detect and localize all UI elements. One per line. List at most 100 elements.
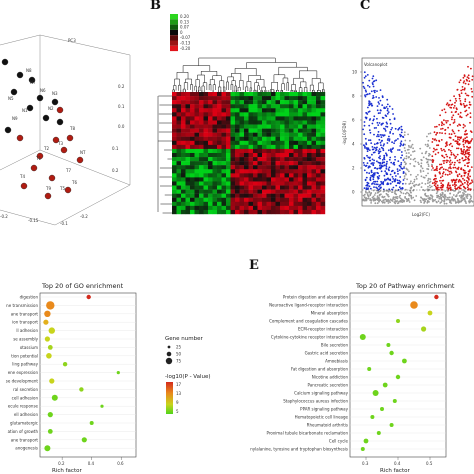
heatmap-cell: [293, 157, 299, 162]
volcano-point: [388, 169, 390, 172]
volcano-point: [405, 188, 407, 191]
heatmap-cell: [316, 165, 321, 170]
heatmap-cell: [298, 96, 303, 101]
volcano-point: [456, 167, 459, 170]
heatmap-cell: [217, 169, 222, 174]
volcano-point: [467, 170, 470, 173]
volcano-point: [391, 200, 394, 202]
volcano-point: [397, 160, 400, 162]
heatmap-cell: [208, 185, 213, 190]
heatmap-cell: [320, 173, 326, 178]
volcano-point: [467, 188, 469, 191]
volcano-point: [379, 164, 381, 167]
volcano-point: [427, 154, 430, 157]
heatmap-cell: [316, 140, 321, 146]
volcano-point: [366, 171, 368, 174]
heatmap-cell: [176, 148, 182, 154]
pca-tick-label: -0.1: [60, 221, 68, 226]
heatmap-cell: [199, 185, 204, 190]
volcano-point: [396, 195, 398, 198]
volcano-point: [463, 174, 466, 177]
volcano-point: [397, 173, 399, 175]
heatmap-cell: [293, 169, 299, 174]
heatmap-cell: [284, 153, 290, 158]
volcano-point: [451, 196, 454, 199]
heatmap-cell: [239, 96, 245, 101]
heatmap-cell: [266, 96, 272, 101]
volcano-point: [387, 195, 390, 198]
volcano-point: [362, 162, 365, 164]
heatmap-cell: [302, 161, 308, 166]
volcano-point: [441, 199, 443, 202]
heatmap-cell: [244, 205, 249, 211]
volcano-xlabel: Log2(FC): [412, 212, 430, 217]
heatmap-cell: [199, 124, 204, 129]
heatmap-cell: [208, 169, 213, 174]
volcano-point: [402, 182, 404, 185]
pca-point: [36, 94, 44, 102]
pathway-point: [370, 415, 375, 419]
volcano-point: [402, 171, 405, 174]
volcano-point: [423, 202, 425, 204]
volcano-point: [378, 200, 380, 203]
go-term-label: ecule response: [8, 404, 39, 409]
heatmap-cell: [208, 173, 213, 178]
volcano-point: [410, 197, 413, 200]
volcano-point: [419, 171, 422, 173]
volcano-point: [376, 142, 379, 145]
volcano-point: [459, 180, 462, 182]
volcano-point: [433, 147, 435, 150]
heatmap-cell: [239, 116, 245, 121]
pathway-point: [363, 438, 369, 444]
volcano-point: [370, 174, 373, 177]
heatmap-cell: [172, 173, 177, 178]
volcano-point: [457, 147, 460, 150]
heatmap-cell: [262, 189, 267, 194]
volcano-point: [413, 157, 416, 160]
volcano-point: [364, 165, 367, 167]
heatmap-cell: [172, 169, 177, 174]
heatmap-cell: [172, 165, 177, 170]
heatmap-cell: [181, 124, 186, 129]
heatmap-cell: [275, 197, 281, 202]
heatmap-cell: [208, 100, 213, 105]
heatmap-cell: [275, 132, 281, 137]
heatmap-cell: [185, 100, 191, 105]
heatmap-cell: [221, 120, 227, 125]
heatmap-cell: [199, 136, 204, 141]
volcano-point: [366, 184, 369, 187]
heatmap-cell: [280, 104, 285, 109]
heatmap-cell: [226, 157, 231, 162]
heatmap-cell: [284, 161, 290, 166]
heatmap-cell: [280, 193, 285, 198]
heatmap-cell: [320, 132, 326, 137]
volcano-point: [365, 191, 367, 194]
heatmap-cell: [190, 128, 195, 133]
volcano-point: [456, 159, 459, 162]
volcano-point: [383, 164, 386, 167]
heatmap-cell: [244, 189, 249, 194]
heatmap-cell: [235, 112, 240, 117]
volcano-point: [365, 116, 368, 119]
volcano-point: [471, 78, 474, 81]
heatmap-cell: [248, 120, 254, 125]
heatmap-cell: [284, 201, 290, 207]
heatmap-cell: [311, 132, 317, 137]
volcano-point: [365, 176, 368, 179]
volcano-point: [469, 112, 472, 114]
go-term-label: ion transport: [12, 320, 38, 325]
volcano-point: [431, 189, 434, 192]
volcano-point: [368, 185, 371, 188]
volcano-point: [466, 136, 468, 139]
volcano-point: [459, 116, 461, 118]
volcano-point: [400, 128, 403, 131]
volcano-point: [379, 167, 382, 170]
volcano-point: [378, 97, 380, 99]
heatmap-cell: [275, 148, 281, 154]
volcano-point: [440, 197, 442, 200]
heatmap-cell: [271, 96, 276, 101]
volcano-point: [453, 119, 456, 121]
go-term-label: ane transport: [11, 311, 39, 316]
pca-tick-label: 0.1: [112, 146, 119, 151]
